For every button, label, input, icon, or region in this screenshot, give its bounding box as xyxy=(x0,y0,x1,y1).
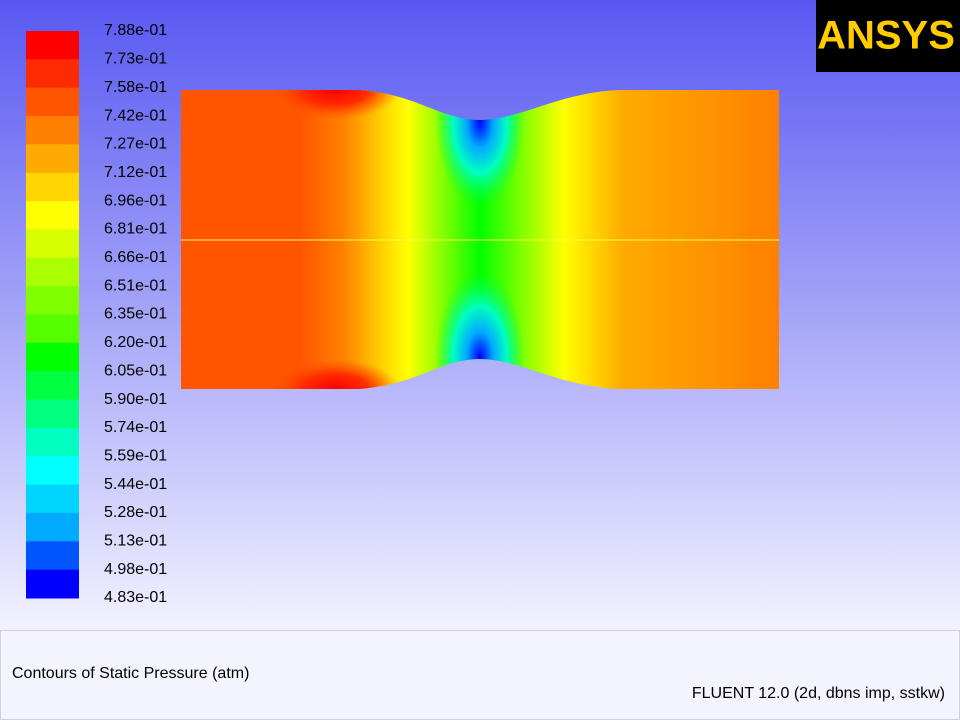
legend-label: 7.58e-01 xyxy=(104,79,167,96)
legend-label: 6.96e-01 xyxy=(104,192,167,209)
logo-box xyxy=(816,0,960,72)
color-band xyxy=(26,201,79,230)
color-band xyxy=(26,314,79,344)
legend-label: 7.27e-01 xyxy=(104,136,167,153)
legend-label: 7.42e-01 xyxy=(104,107,167,124)
footer-panel xyxy=(0,630,960,720)
color-band xyxy=(26,512,79,542)
colorbar: 7.88e-01 7.73e-01 7.58e-01 7.42e-01 7.27e-01… xyxy=(26,22,167,606)
color-band xyxy=(26,286,79,315)
color-band xyxy=(26,456,79,486)
footer-title: Contours of Static Pressure (atm) xyxy=(12,665,249,682)
legend-label: 7.73e-01 xyxy=(104,51,167,68)
color-band xyxy=(26,144,79,174)
legend-label: 6.35e-01 xyxy=(104,306,167,323)
footer-version: FLUENT 12.0 (2d, dbns imp, sstkw) xyxy=(692,685,945,702)
logo: ANSYS xyxy=(817,14,955,58)
color-band xyxy=(26,399,79,429)
color-band xyxy=(26,59,79,89)
legend-label: 6.20e-01 xyxy=(104,334,167,351)
color-band xyxy=(26,31,79,60)
color-band xyxy=(26,427,79,457)
legend-label: 5.13e-01 xyxy=(104,533,167,550)
legend-label: 4.98e-01 xyxy=(104,561,167,578)
legend-label: 5.74e-01 xyxy=(104,419,167,436)
legend-label: 7.12e-01 xyxy=(104,164,167,181)
color-band xyxy=(26,87,79,117)
legend-label: 6.51e-01 xyxy=(104,277,167,294)
legend-label: 7.88e-01 xyxy=(104,22,167,39)
legend-label: 5.44e-01 xyxy=(104,476,167,493)
color-band xyxy=(26,541,79,571)
legend-label: 5.90e-01 xyxy=(104,391,167,408)
legend-label: 5.59e-01 xyxy=(104,447,167,464)
legend-label: 4.83e-01 xyxy=(104,589,167,606)
contour-field xyxy=(181,90,779,389)
legend-label: 6.66e-01 xyxy=(104,249,167,266)
color-band xyxy=(26,172,79,202)
color-band xyxy=(26,342,79,372)
legend-label: 5.28e-01 xyxy=(104,504,167,521)
color-band xyxy=(26,257,79,287)
color-band xyxy=(26,116,79,145)
color-band xyxy=(26,371,79,401)
legend-label: 6.05e-01 xyxy=(104,362,167,379)
color-band xyxy=(26,484,79,514)
color-band xyxy=(26,229,79,259)
legend-label: 6.81e-01 xyxy=(104,221,167,238)
color-band xyxy=(26,569,79,599)
